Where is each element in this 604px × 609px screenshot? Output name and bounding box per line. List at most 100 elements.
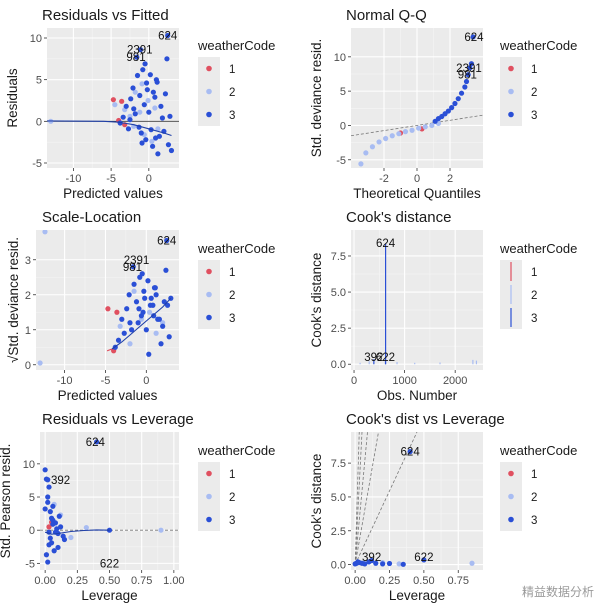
y-tick-label: 5 <box>36 75 42 87</box>
x-tick-label: -10 <box>57 375 73 387</box>
data-point <box>142 61 148 67</box>
data-point <box>153 292 159 298</box>
data-point <box>139 271 145 277</box>
y-tick-label: 10 <box>23 459 35 471</box>
data-point <box>110 97 116 103</box>
x-tick-label: 2 <box>447 173 453 185</box>
x-tick-label: 1.00 <box>163 575 184 587</box>
data-point <box>47 509 53 515</box>
data-point <box>120 114 126 120</box>
data-point <box>46 524 52 530</box>
data-point <box>45 494 51 500</box>
data-point <box>147 72 153 78</box>
legend-key-label: 2 <box>531 492 537 504</box>
series-2 <box>358 120 442 167</box>
point-label: 624 <box>401 447 421 459</box>
x-tick-label: 0 <box>351 375 357 387</box>
data-point <box>160 323 166 329</box>
legend-key-label: 3 <box>229 110 235 122</box>
data-point <box>145 97 151 104</box>
data-point <box>153 135 159 141</box>
data-point <box>150 302 156 308</box>
data-point <box>133 299 140 305</box>
plot-area <box>352 432 475 567</box>
legend-key-point <box>206 65 212 72</box>
legend-key-point <box>206 111 212 118</box>
x-axis-title: Predicted values <box>63 186 163 201</box>
x-tick-label: 0.75 <box>131 575 152 587</box>
y-tick-label: 10 <box>334 52 346 64</box>
legend-key-label: 3 <box>531 110 537 122</box>
y-tick-label: -5 <box>336 155 346 167</box>
data-point <box>42 506 48 512</box>
reference-line <box>354 432 368 565</box>
data-point <box>68 534 74 541</box>
x-axis-title: Leverage <box>81 588 137 603</box>
data-point <box>143 327 149 333</box>
legend-key-label: 1 <box>229 64 235 76</box>
legend: weatherCode 1 2 3 <box>499 38 577 126</box>
legend-key-label: 3 <box>229 515 235 527</box>
data-point <box>363 150 369 156</box>
point-label: 2391 <box>124 255 150 267</box>
x-tick-label: 0 <box>146 173 152 185</box>
data-point <box>168 147 175 154</box>
data-point <box>50 521 56 527</box>
point-label: 624 <box>158 31 178 43</box>
data-point <box>422 124 428 130</box>
data-point <box>123 103 129 109</box>
x-axis-title: Obs. Number <box>377 388 458 403</box>
y-tick-label: 5 <box>340 86 346 98</box>
data-point <box>112 102 118 108</box>
legend-key-label: 3 <box>531 313 537 325</box>
data-point <box>114 309 120 315</box>
data-point <box>94 439 100 445</box>
data-point <box>124 306 130 312</box>
y-tick-label: 5.0 <box>331 287 346 299</box>
point-label: 624 <box>86 437 106 449</box>
x-tick-label: 0 <box>143 375 149 387</box>
y-tick-label: 0.0 <box>331 359 346 371</box>
reference-line <box>354 432 363 565</box>
legend-key-point <box>206 88 212 95</box>
smooth-line <box>111 297 172 350</box>
data-point <box>57 524 64 530</box>
y-tick-label: 1 <box>25 325 31 337</box>
data-point <box>46 542 52 548</box>
legend-key-point <box>508 516 514 523</box>
data-point <box>129 327 135 333</box>
data-point <box>51 548 57 554</box>
smooth-line <box>106 348 113 352</box>
data-point <box>117 323 123 329</box>
data-point <box>445 108 451 114</box>
data-point <box>155 151 161 157</box>
data-point <box>396 131 402 137</box>
data-point <box>140 67 146 73</box>
data-point <box>125 126 132 132</box>
y-tick-label: 2.5 <box>331 526 346 538</box>
data-point <box>50 503 56 509</box>
legend-key-point <box>206 268 212 275</box>
plot-area <box>37 230 174 366</box>
data-point <box>138 130 144 136</box>
legend-title: weatherCode <box>197 443 275 458</box>
data-point <box>153 330 159 336</box>
legend-key-point <box>206 470 212 477</box>
panel-title: Residuals vs Leverage <box>42 411 194 428</box>
point-label: 624 <box>157 236 177 248</box>
data-point <box>137 109 143 115</box>
data-point <box>150 89 156 95</box>
x-tick-label: 0 <box>414 173 420 185</box>
point-label: 622 <box>376 352 395 364</box>
data-point <box>131 288 137 294</box>
legend-key-label: 1 <box>531 267 537 279</box>
data-point <box>158 527 164 533</box>
data-point <box>162 91 169 97</box>
y-tick-label: 7.5 <box>331 251 346 263</box>
data-point <box>143 80 150 86</box>
data-point <box>132 89 138 95</box>
y-tick-label: 3 <box>25 255 31 267</box>
data-point <box>139 81 145 87</box>
